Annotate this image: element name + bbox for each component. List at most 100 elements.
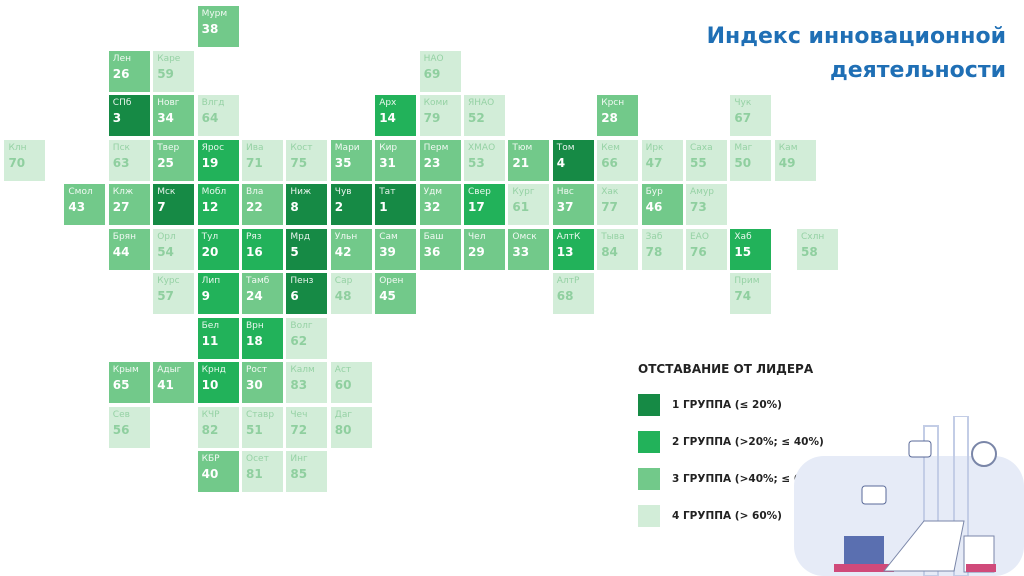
region-label: Хак [601, 187, 619, 197]
legend-item: 2 ГРУППА (>20%; ≤ 40%) [638, 423, 858, 460]
region-tile: Тат 1 [375, 184, 417, 225]
region-label: Том [556, 142, 575, 153]
region-tile: Даг 80 [330, 406, 372, 448]
region-label: Маг [734, 142, 753, 153]
region-label: Пенз [290, 276, 314, 286]
region-value: 74 [734, 289, 752, 303]
region-tile: Вла 22 [242, 184, 283, 225]
region-label: Мск [157, 187, 176, 197]
legend-item: 4 ГРУППА (> 60%) [638, 497, 858, 534]
legend-item: 1 ГРУППА (≤ 20%) [638, 386, 858, 423]
region-value: 84 [601, 244, 618, 259]
region-value: 55 [690, 155, 707, 170]
region-value: 29 [468, 244, 485, 259]
region-label: Тат [379, 187, 396, 197]
region-tile: Курс 57 [153, 273, 195, 314]
region-tile: Осет 81 [242, 451, 283, 492]
region-value: 1 [379, 200, 388, 214]
region-tile: Адыг 41 [153, 362, 195, 403]
region-tile: Крсн 28 [597, 95, 639, 136]
region-value: 16 [246, 244, 263, 259]
region-label: Врн [246, 320, 264, 331]
legend-label: 3 ГРУППА (>40%; ≤ 60%) [672, 472, 824, 485]
region-label: Заб [645, 231, 663, 242]
region-tile: АлтК 13 [552, 228, 594, 270]
region-tile: Орен 45 [375, 273, 417, 314]
region-label: Адыг [157, 365, 182, 375]
region-tile: Тюм 21 [508, 139, 550, 181]
region-label: Орен [379, 276, 404, 286]
region-tile: Кем 66 [597, 139, 639, 181]
region-label: Каре [157, 53, 181, 64]
region-value: 38 [201, 22, 219, 36]
region-value: 20 [201, 244, 219, 259]
region-value: 8 [290, 200, 299, 214]
region-tile: Ирк 47 [641, 139, 683, 181]
region-value: 11 [201, 333, 219, 348]
region-value: 73 [690, 200, 707, 214]
region-value: 27 [112, 200, 130, 214]
region-value: 52 [468, 111, 485, 125]
region-label: Влгд [201, 98, 225, 108]
region-label: Омск [512, 231, 537, 242]
illustration [794, 416, 1024, 576]
tile-map: Мурм 38 Лен 26 Каре 59 НАО 69 СПб 3 Новг 34 Влгд 64 Ар… [4, 6, 838, 492]
region-value: 48 [334, 289, 352, 303]
region-tile: Новг 34 [153, 95, 195, 136]
region-value: 61 [512, 200, 530, 214]
region-tile: НАО 69 [419, 50, 461, 92]
region-label: Лип [201, 276, 221, 286]
region-tile: Сам 39 [375, 228, 417, 270]
region-label: Арх [379, 98, 397, 108]
region-value: 80 [334, 422, 352, 437]
region-tile: Лен 26 [108, 50, 150, 92]
region-tile: Коми 79 [419, 95, 461, 136]
region-tile: Ниж 8 [286, 184, 328, 225]
region-value: 2 [334, 200, 344, 214]
legend-swatch [638, 504, 660, 527]
region-tile: Инг 85 [286, 451, 328, 492]
region-value: 15 [734, 244, 752, 259]
region-tile: Чеч 72 [286, 406, 328, 448]
region-label: Пск [112, 142, 130, 153]
region-label: КБР [201, 454, 220, 464]
region-tile: Сев 56 [108, 406, 150, 448]
region-value: 31 [379, 155, 396, 170]
region-value: 50 [734, 155, 752, 170]
region-value: 62 [290, 333, 308, 348]
region-value: 46 [645, 200, 663, 214]
region-value: 30 [246, 378, 263, 392]
region-tile: Кург 61 [508, 184, 550, 225]
region-label: Коми [423, 98, 449, 108]
region-label: Чеч [290, 409, 308, 420]
region-label: Новг [157, 98, 180, 108]
region-value: 72 [290, 422, 308, 437]
region-value: 65 [112, 378, 130, 392]
region-value: 17 [468, 200, 485, 214]
region-label: Чел [468, 231, 486, 242]
region-tile: Клн 70 [4, 139, 46, 181]
region-label: Ярос [201, 142, 225, 153]
region-label: Ирк [645, 142, 664, 153]
region-label: Клн [8, 142, 27, 153]
region-tile: Саха 55 [686, 139, 727, 181]
region-tile: Ставр 51 [242, 406, 283, 448]
region-value: 47 [645, 155, 663, 170]
region-tile: Кам 49 [774, 139, 816, 181]
region-label: Орл [157, 231, 176, 242]
region-value: 78 [645, 244, 663, 259]
region-tile: Ульн 42 [330, 228, 372, 270]
region-value: 53 [468, 155, 485, 170]
region-label: Схлн [801, 231, 825, 242]
region-label: Ива [246, 142, 264, 153]
region-label: СПб [112, 98, 132, 108]
region-value: 57 [157, 289, 174, 303]
region-value: 24 [246, 289, 263, 303]
region-tile: Влгд 64 [197, 95, 239, 136]
region-label: Ряз [246, 231, 262, 242]
region-label: Ставр [246, 409, 275, 420]
region-tile: Твер 25 [153, 139, 195, 181]
region-tile: ХМАО 53 [464, 139, 505, 181]
region-value: 45 [379, 289, 396, 303]
region-label: Калм [290, 365, 315, 375]
